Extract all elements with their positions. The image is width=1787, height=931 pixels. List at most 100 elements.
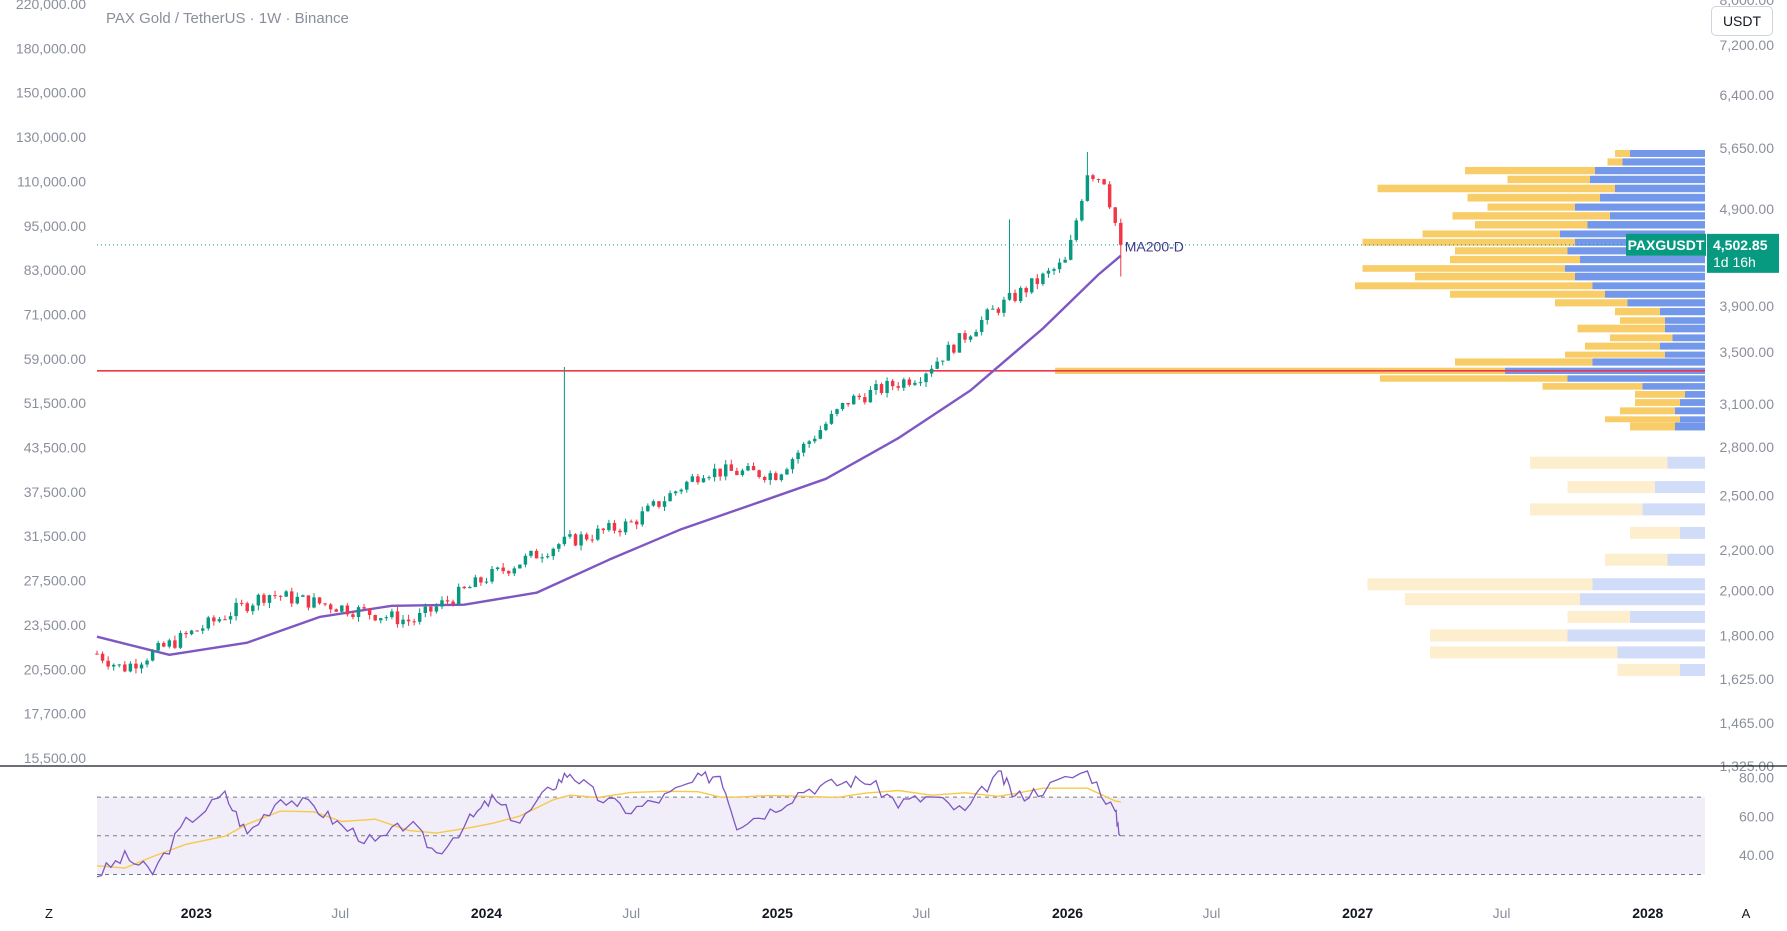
currency-button[interactable]: USDT — [1711, 6, 1773, 36]
candle-body — [712, 468, 717, 478]
volume-profile-down-bar — [1620, 407, 1675, 415]
volume-profile-down-bar — [1377, 184, 1615, 193]
candle-body — [668, 493, 672, 502]
candle-body — [1096, 179, 1101, 181]
volume-profile-up-bar — [1680, 416, 1705, 423]
volume-profile-down-bar — [1577, 324, 1665, 333]
rsi-axis-tick-label: 80.00 — [1739, 770, 1774, 786]
candle-body — [979, 319, 984, 332]
volume-profile-up-bar — [1660, 307, 1705, 316]
candle-body — [707, 477, 711, 479]
volume-profile-up-bar — [1680, 399, 1705, 406]
candle-body — [412, 621, 416, 623]
volume-profile-up-bar — [1592, 358, 1705, 366]
candle-body — [401, 619, 405, 625]
candle-body — [729, 464, 734, 471]
right-price-axis[interactable]: 8,000.00 7,200.00 6,400.00 5,650.00 4,900.00… — [1720, 0, 1775, 774]
candle-body — [913, 382, 917, 385]
right-axis-tick-label: 3,100.00 — [1720, 396, 1775, 412]
volume-profile-down-bar — [1415, 272, 1575, 281]
volume-profile-faded-down-bar — [1405, 593, 1580, 606]
candle-body — [468, 587, 472, 589]
volume-profile-faded-up-bar — [1630, 610, 1705, 623]
candle-body — [746, 466, 750, 471]
volume-profile-up-bar — [1642, 383, 1705, 390]
candle-body — [946, 344, 951, 361]
candle-body — [790, 459, 795, 470]
volume-profile-up-bar — [1672, 334, 1705, 342]
candle-body — [323, 603, 327, 605]
candle-body — [512, 568, 517, 574]
candle-body — [885, 380, 889, 393]
candle-body — [1119, 222, 1123, 245]
volume-profile-down-bar — [1467, 193, 1600, 202]
candle-body — [406, 619, 411, 622]
volume-profile-up-bar — [1665, 317, 1705, 324]
volume-profile-up-bar — [1605, 290, 1705, 298]
candle-body — [768, 473, 772, 481]
volume-profile-down-bar — [1585, 342, 1660, 350]
volume-profile-faded-down-bar — [1530, 503, 1643, 516]
candle-body — [740, 470, 745, 476]
candle-body — [507, 571, 511, 574]
chart-title: PAX Gold / TetherUS · 1W · Binance — [106, 10, 349, 27]
volume-profile-down-bar — [1610, 334, 1673, 342]
candle-body — [1102, 179, 1106, 185]
volume-profile-down-bar — [1475, 221, 1588, 229]
volume-profile-up-bar — [1665, 351, 1705, 358]
candle-body — [985, 309, 989, 320]
candle-body — [824, 423, 828, 431]
auto-scale-toggle-button[interactable]: A — [1741, 905, 1751, 921]
candle-body — [495, 567, 500, 569]
candle-body — [1018, 287, 1023, 301]
volume-profile-up-bar — [1575, 203, 1705, 211]
time-axis-label: Jul — [1493, 905, 1511, 921]
candle-body — [907, 379, 912, 385]
volume-profile-up-bar — [1615, 184, 1705, 193]
candle-body — [262, 594, 266, 603]
candle-body — [206, 617, 211, 629]
candle-body — [679, 489, 683, 492]
right-axis-tick-label: 1,800.00 — [1720, 627, 1775, 643]
candle-body — [941, 360, 945, 362]
candle-body — [874, 384, 878, 391]
left-axis-tick-label: 110,000.00 — [17, 173, 86, 189]
candle-body — [596, 528, 600, 540]
candle-body — [111, 664, 116, 667]
candle-body — [362, 607, 366, 609]
left-axis-tick-label: 220,000.00 — [16, 0, 86, 12]
volume-profile-up-bar — [1600, 193, 1705, 202]
candle-body — [451, 601, 455, 605]
volume-profile-faded-down-bar — [1530, 456, 1668, 469]
candle-body — [317, 597, 322, 604]
volume-profile-down-bar — [1465, 166, 1595, 175]
time-axis-label: 2023 — [181, 905, 212, 921]
volume-profile-down-bar — [1607, 158, 1623, 166]
candle-body — [1002, 299, 1006, 313]
candle-body — [290, 591, 294, 604]
candle-body — [123, 664, 127, 672]
volume-profile-faded-up-bar — [1667, 456, 1705, 469]
volume-profile-faded-up-bar — [1680, 663, 1705, 676]
candle-body — [373, 615, 377, 621]
log-scale-toggle-button[interactable]: Z — [45, 905, 53, 921]
volume-profile-down-bar — [1605, 416, 1680, 423]
candle-body — [640, 511, 644, 525]
candle-body — [963, 333, 967, 340]
candle-body — [896, 386, 900, 388]
candle-body — [751, 466, 756, 471]
candle-body — [902, 379, 906, 388]
candle-body — [189, 630, 194, 635]
candle-body — [473, 577, 478, 588]
right-axis-tick-label: 2,500.00 — [1720, 488, 1775, 504]
volume-profile-down-bar — [1620, 317, 1665, 324]
candle-body — [651, 501, 656, 506]
candle-body — [384, 617, 389, 619]
candle-body — [417, 612, 422, 622]
volume-profile-up-bar — [1587, 221, 1705, 229]
time-axis[interactable]: 2023 Jul 2024 Jul 2025 Jul 2026 Jul 2027 Jul 2028 — [181, 905, 1664, 921]
candle-body — [785, 469, 789, 475]
price-tag-background — [1707, 233, 1779, 273]
candle-body — [573, 534, 578, 546]
